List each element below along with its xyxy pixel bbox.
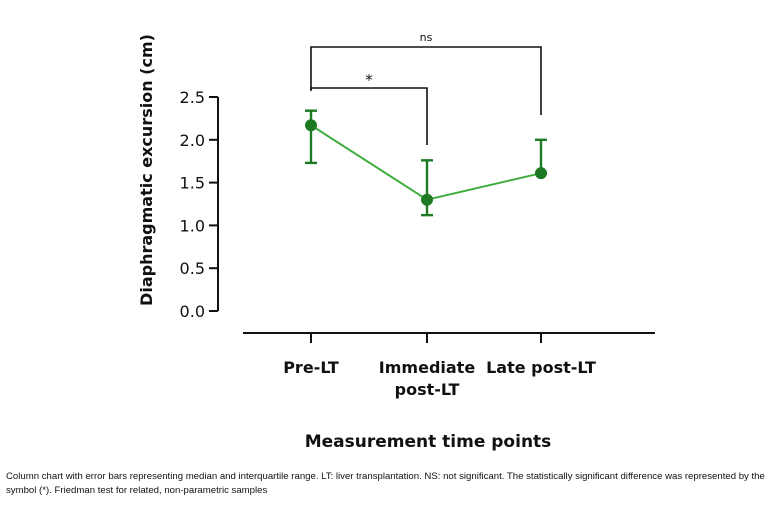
significance-label: * xyxy=(365,71,373,89)
figure-caption: Column chart with error bars representin… xyxy=(6,471,765,496)
significance-label: ns xyxy=(420,31,433,44)
x-tick-label: Immediate post-LT xyxy=(379,358,476,399)
y-tick-label: 2.0 xyxy=(180,131,205,150)
x-tick-label: Late post-LT xyxy=(486,358,596,377)
y-axis-label: Diaphragmatic excursion (cm) xyxy=(137,34,156,306)
y-tick-label: 1.5 xyxy=(180,174,205,193)
chart: 0.0 0.5 1.0 1.5 2.0 2.5 Pre-LT Immediate post-L… xyxy=(137,31,655,452)
y-tick-label: 1.0 xyxy=(180,216,205,235)
y-axis: 0.0 0.5 1.0 1.5 2.0 2.5 xyxy=(180,88,219,321)
data-point xyxy=(421,193,433,206)
x-tick-label: Pre-LT xyxy=(283,358,339,377)
significance-bracket xyxy=(310,46,542,115)
y-tick-label: 2.5 xyxy=(180,88,205,107)
data-point xyxy=(535,167,547,180)
y-tick-label: 0.5 xyxy=(180,259,205,278)
x-axis: Pre-LT Immediate post-LT Late post-LT xyxy=(243,332,655,399)
significance-brackets: * ns xyxy=(310,31,542,145)
x-axis-label: Measurement time points xyxy=(305,432,552,452)
series xyxy=(305,109,547,217)
y-tick-label: 0.0 xyxy=(180,302,205,321)
data-point xyxy=(305,119,317,132)
